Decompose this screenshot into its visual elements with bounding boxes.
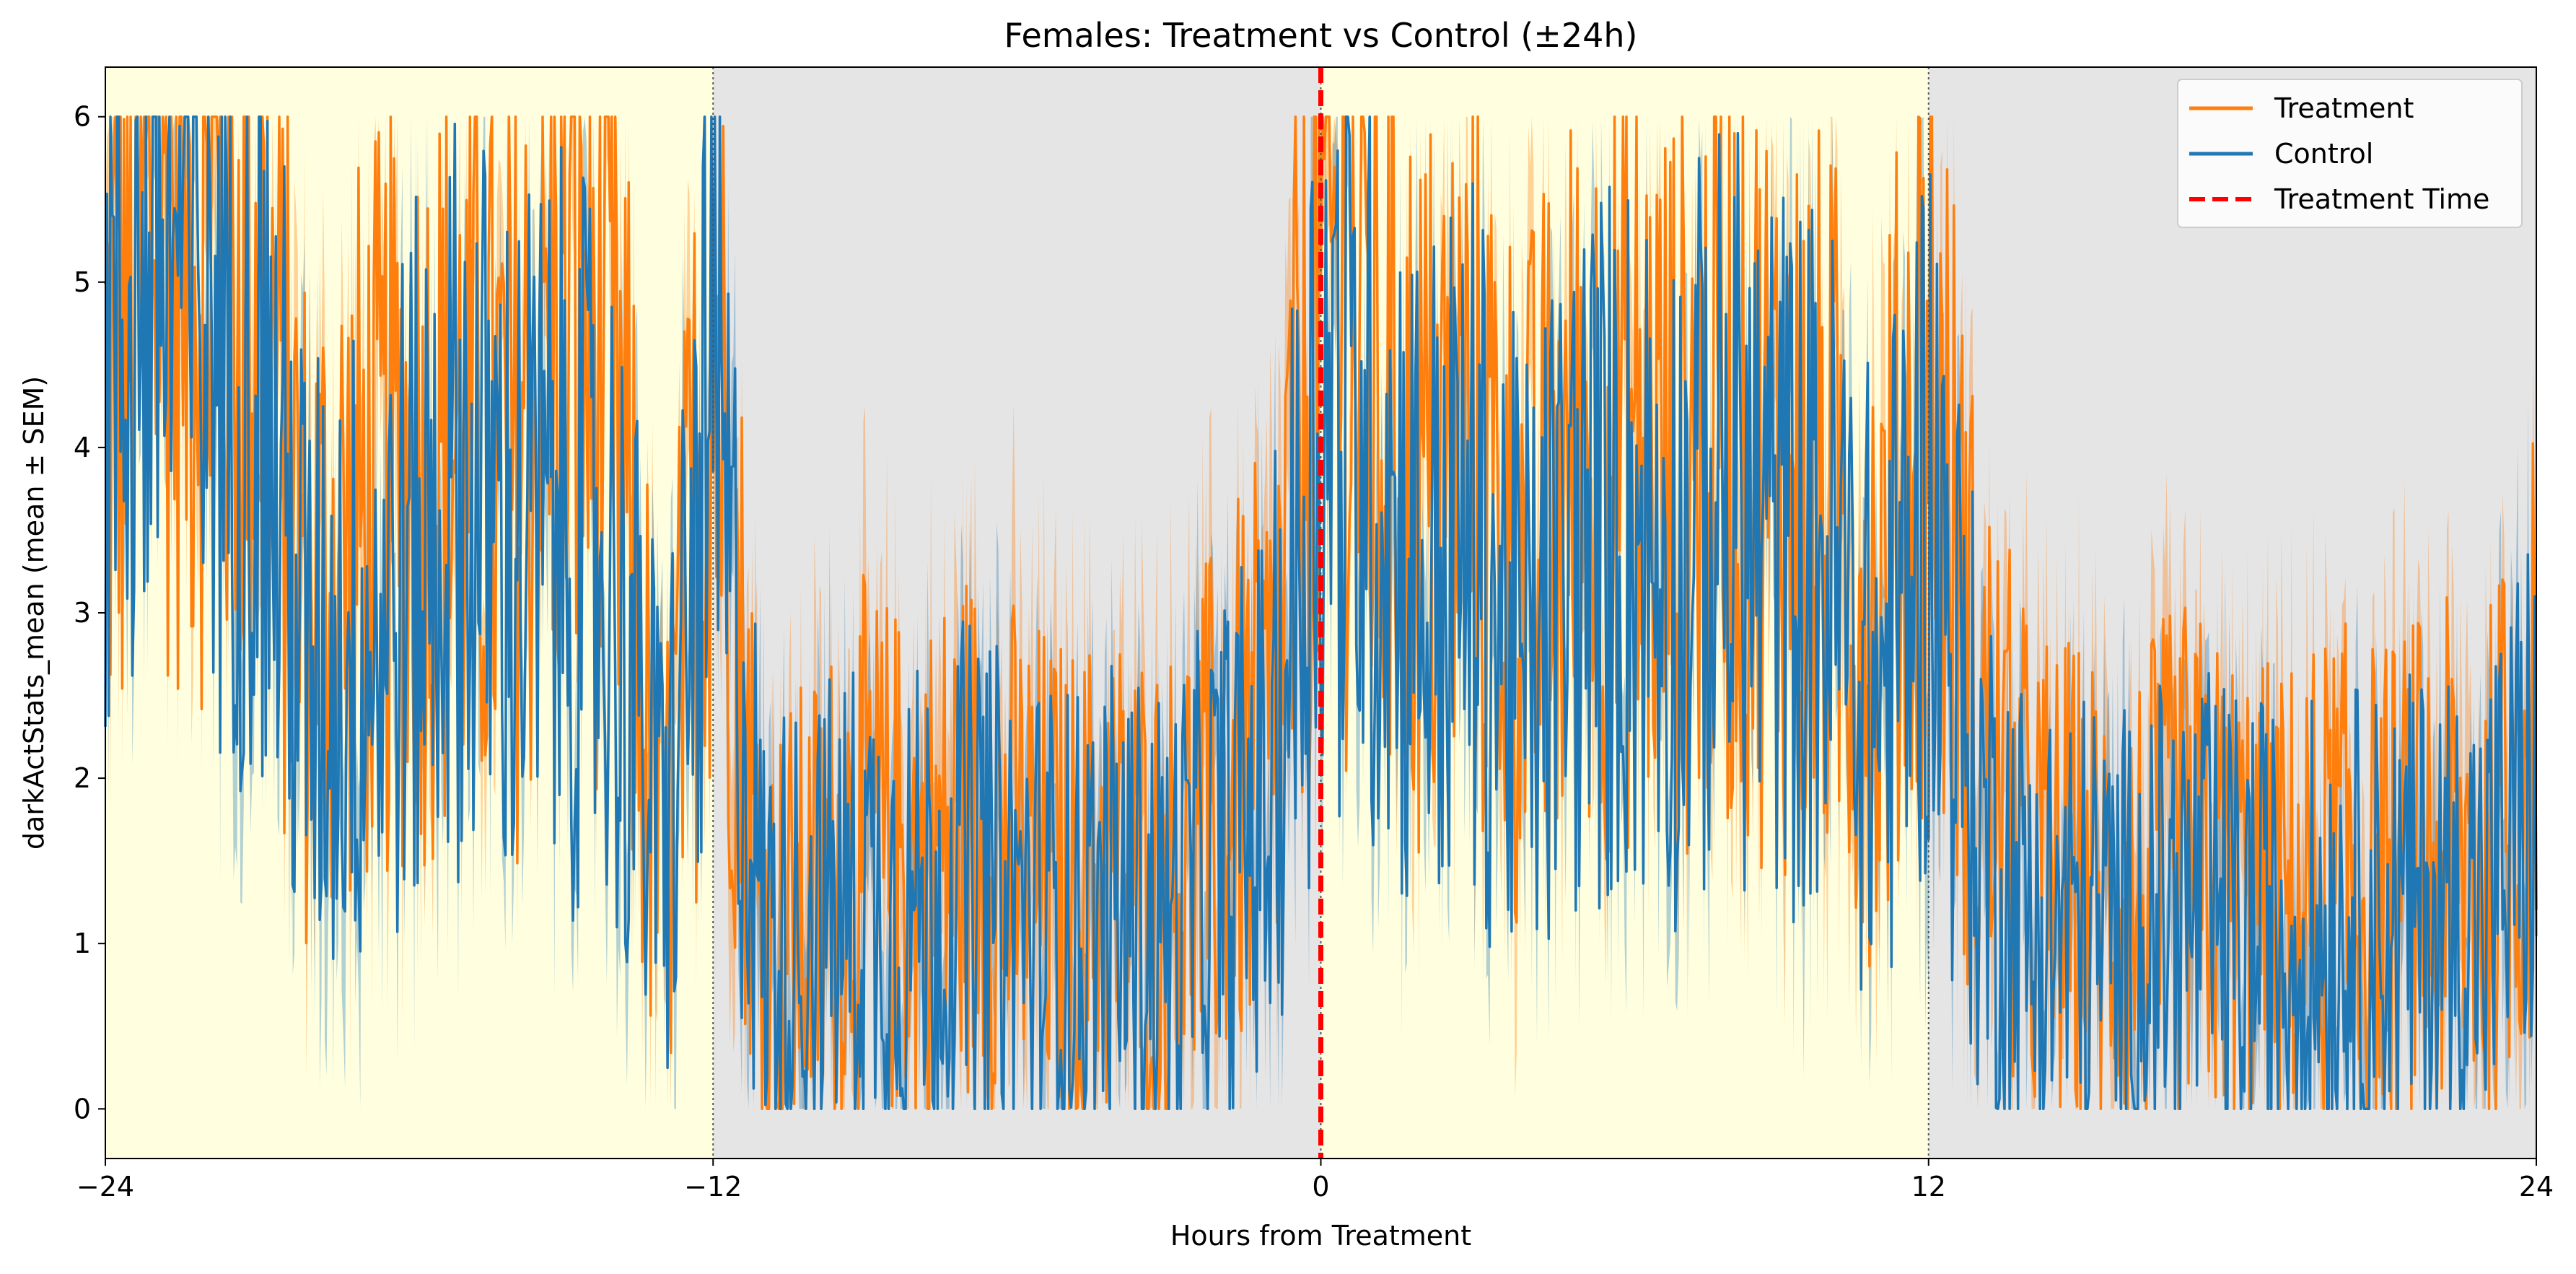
legend-label-control: Control xyxy=(2274,138,2373,170)
legend: Treatment Control Treatment Time xyxy=(2177,79,2523,228)
x-tick-label: 24 xyxy=(2519,1171,2554,1203)
y-tick-label: 4 xyxy=(74,432,91,463)
y-tick-label: 2 xyxy=(74,762,91,794)
legend-box xyxy=(2177,79,2523,228)
y-tick-label: 0 xyxy=(74,1093,91,1125)
x-tick-label: −12 xyxy=(684,1171,742,1203)
legend-label-treatment: Treatment xyxy=(2274,92,2414,124)
y-axis-label: darkActStats_mean (mean ± SEM) xyxy=(18,376,50,850)
x-axis-label: Hours from Treatment xyxy=(1170,1220,1471,1252)
x-axis: −24 −12 0 12 24 xyxy=(76,1159,2554,1203)
x-tick-label: −24 xyxy=(76,1171,134,1203)
legend-label-treatment-time: Treatment Time xyxy=(2274,183,2489,215)
y-tick-label: 6 xyxy=(74,101,91,133)
x-tick-label: 0 xyxy=(1312,1171,1329,1203)
x-tick-label: 12 xyxy=(1911,1171,1946,1203)
chart-title: Females: Treatment vs Control (±24h) xyxy=(1004,16,1638,55)
y-tick-label: 1 xyxy=(74,928,91,959)
y-tick-label: 5 xyxy=(74,266,91,298)
y-axis: 0 1 2 3 4 5 6 xyxy=(74,101,105,1125)
y-tick-label: 3 xyxy=(74,597,91,629)
